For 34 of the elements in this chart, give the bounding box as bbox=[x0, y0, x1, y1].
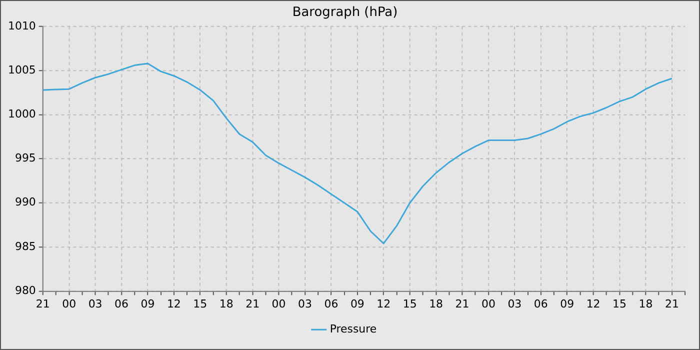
y-tick-label: 990 bbox=[14, 196, 36, 209]
y-tick-label: 1000 bbox=[8, 108, 36, 121]
x-tick-label: 00 bbox=[272, 298, 286, 310]
x-tick-label: 06 bbox=[324, 298, 338, 310]
y-tick-label: 1010 bbox=[8, 19, 36, 32]
x-tick-label: 15 bbox=[193, 298, 208, 310]
x-tick-label: 03 bbox=[508, 298, 522, 310]
x-tick-label: 09 bbox=[560, 298, 574, 310]
x-tick-label: 21 bbox=[246, 298, 260, 310]
chart-title: Barograph (hPa) bbox=[292, 5, 398, 20]
x-tick-label: 03 bbox=[298, 298, 312, 310]
x-tick-label: 12 bbox=[166, 298, 181, 310]
x-tick-label: 12 bbox=[586, 298, 600, 310]
x-tick-label: 09 bbox=[350, 298, 364, 310]
x-tick-label: 09 bbox=[140, 298, 155, 310]
y-tick-label: 995 bbox=[14, 152, 36, 165]
x-tick-label: 15 bbox=[612, 298, 626, 310]
legend-label: Pressure bbox=[330, 322, 377, 336]
x-tick-label: 15 bbox=[402, 298, 417, 310]
x-tick-label: 18 bbox=[219, 298, 234, 310]
x-tick-label: 00 bbox=[62, 298, 76, 310]
y-tick-label: 985 bbox=[14, 240, 36, 253]
x-tick-label: 18 bbox=[638, 298, 653, 310]
x-tick-label: 12 bbox=[376, 298, 391, 310]
x-tick-label: 18 bbox=[429, 298, 444, 310]
x-tick-label: 21 bbox=[36, 298, 50, 310]
x-tick-label: 00 bbox=[481, 298, 496, 310]
y-tick-label: 1005 bbox=[8, 63, 36, 76]
x-tick-label: 06 bbox=[534, 298, 548, 310]
x-tick-label: 21 bbox=[455, 298, 470, 310]
x-tick-label: 03 bbox=[88, 298, 102, 310]
x-tick-label: 06 bbox=[114, 298, 129, 310]
x-tick-label: 21 bbox=[664, 298, 679, 310]
y-tick-label: 980 bbox=[14, 284, 36, 297]
